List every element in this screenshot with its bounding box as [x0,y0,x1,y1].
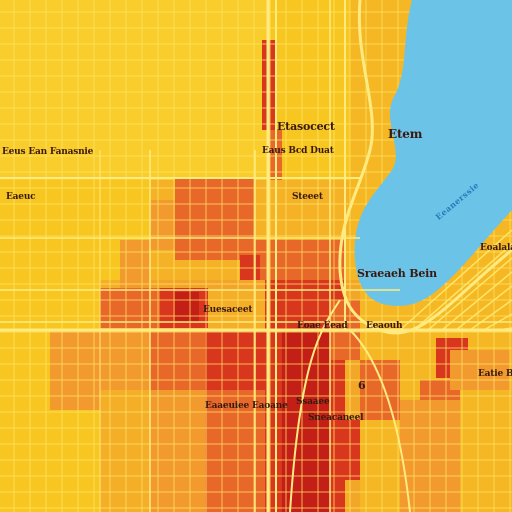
label-right-lower: Eatie Baa [478,369,512,379]
label-marker: 6 [358,379,366,392]
heat-cell [50,330,100,410]
diagonal-street [399,229,512,331]
heat-cell [450,350,510,390]
label-right-small: Eeaouh [366,321,403,331]
heat-cell [175,178,255,220]
heat-cell [175,292,199,322]
label-top-center: Etasocect [277,120,335,133]
label-center-bottom-road: Eoae Eead [297,321,348,331]
label-center-upper: Eaus Bcd Duat [262,146,334,156]
map-tint [0,0,270,180]
lake-mask [354,0,512,306]
label-left-mid: Eaeuc [6,192,36,202]
diagonal-street [413,243,512,331]
label-lower-center: Eaaeuiee Eaoane [205,401,288,411]
heat-cell [360,360,400,420]
heat-cell [205,330,265,390]
diagonal-street [441,271,512,331]
heat-cell [120,240,150,288]
shoreline-road [338,0,512,335]
label-lower-small-2: Sneacaneel [308,413,364,423]
heat-cell [175,220,255,260]
label-top-right: Etem [388,127,423,141]
label-right-mid: Eoalala [480,243,512,253]
expressway [349,329,411,512]
label-lower-small-1: Ssaaee [296,397,330,407]
label-center-road: Euesaceet [203,305,253,315]
label-center-right: Sraeaeh Bein [357,267,437,280]
heat-cell [282,330,330,512]
expressway [289,299,341,512]
diagonal-street [469,299,512,331]
label-center-left-small: Steeet [292,192,323,202]
diagonal-street [427,257,512,331]
heat-cell [150,200,175,250]
label-left-upper: Eeus Ean Fanasnie [2,147,94,157]
